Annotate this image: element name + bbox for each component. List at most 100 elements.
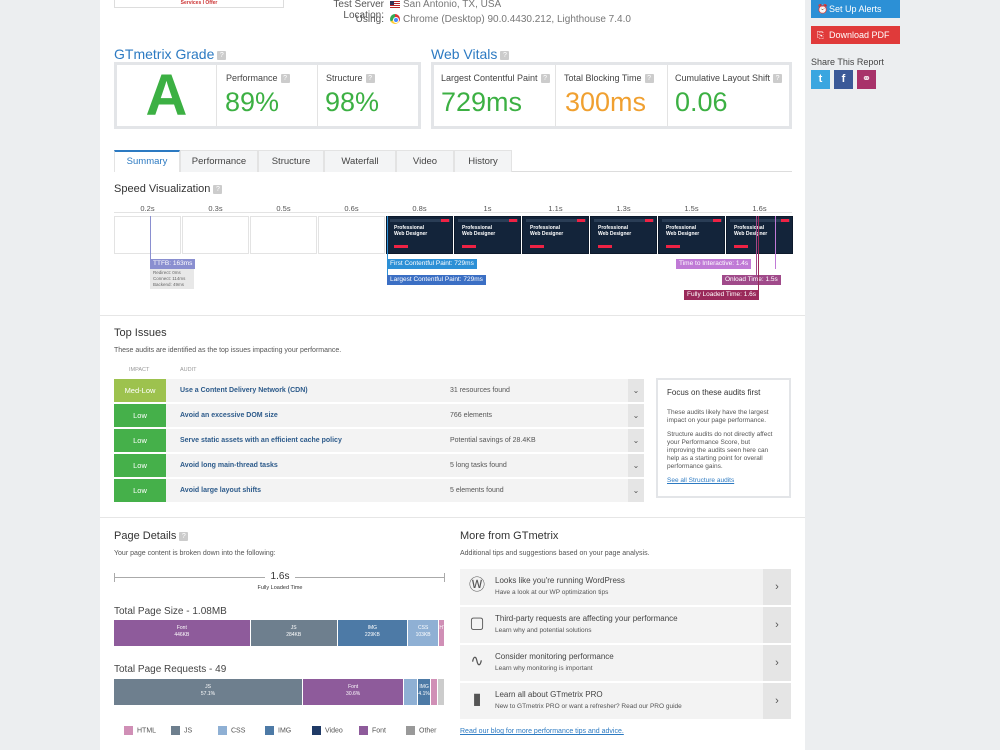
chevron-right-icon[interactable]: › — [763, 569, 791, 605]
speed-visualization-title-text: Speed Visualization — [114, 183, 211, 195]
help-icon[interactable]: ? — [365, 74, 375, 84]
frame-time-label: 1.3s — [616, 204, 631, 213]
main-panel: Services I Offer Test Server Location: S… — [100, 0, 805, 750]
gtmetrix-grade-title-text: GTmetrix Grade — [114, 46, 215, 62]
set-up-alerts-label: Set Up Alerts — [829, 4, 882, 14]
cls-label-text: Cumulative Layout Shift — [675, 73, 771, 83]
issue-row[interactable]: Low Avoid large layout shifts 5 elements f… — [114, 479, 644, 502]
more-item[interactable]: ∿ Consider monitoring performance Learn wh… — [460, 645, 791, 681]
filmstrip-frame[interactable]: Professional Web Designer — [726, 216, 793, 254]
location-label: Test Server Location: — [333, 0, 384, 21]
more-item[interactable]: Ⓦ Looks like you're running WordPress Have… — [460, 569, 791, 605]
legend-label: Font — [372, 727, 387, 735]
frame-hero-button — [734, 245, 748, 248]
frame-time-label: 0.8s — [412, 204, 427, 213]
filmstrip-frame[interactable]: Professional Web Designer — [454, 216, 521, 254]
fully-loaded-tag: Fully Loaded Time: 1.6s — [684, 290, 760, 300]
structure-audits-link[interactable]: See all Structure audits — [667, 477, 735, 484]
impact-badge: Med-Low — [114, 379, 166, 402]
structure-label: Structure? — [326, 73, 375, 84]
audit-name[interactable]: Avoid an excessive DOM size — [180, 412, 278, 419]
chevron-down-icon[interactable]: ⌄ — [628, 454, 644, 477]
issue-row[interactable]: Low Avoid an excessive DOM size 766 elemen… — [114, 404, 644, 427]
issue-row[interactable]: Med-Low Use a Content Delivery Network (C… — [114, 379, 644, 402]
frame-hero-line-1: Professional — [462, 225, 493, 231]
audit-result: 5 elements found — [450, 487, 504, 494]
audit-name[interactable]: Avoid large layout shifts — [180, 487, 262, 494]
help-icon[interactable]: ? — [179, 531, 189, 541]
help-icon[interactable]: ? — [280, 74, 290, 84]
ttfb-marker-line — [150, 216, 151, 262]
chevron-down-icon[interactable]: ⌄ — [628, 479, 644, 502]
book-icon: ▮ — [472, 691, 482, 708]
help-icon[interactable]: ? — [773, 74, 783, 84]
tab-waterfall[interactable]: Waterfall — [324, 150, 396, 172]
lcp-label: Largest Contentful Paint? — [441, 73, 550, 84]
third-party-icon: ▢ — [469, 615, 485, 632]
help-icon[interactable]: ? — [217, 50, 227, 60]
frame-hero-line-1: Professional — [530, 225, 561, 231]
chevron-down-icon[interactable]: ⌄ — [628, 429, 644, 452]
tab-video[interactable]: Video — [396, 150, 454, 172]
filmstrip-frame[interactable] — [114, 216, 181, 254]
ttfb-connect: Connect: 114ms — [153, 276, 186, 281]
more-item-subtitle: New to GTmetrix PRO or want a refresher?… — [495, 703, 682, 710]
download-pdf-button[interactable]: ⎘ Download PDF — [811, 26, 900, 44]
audit-result: 31 resources found — [450, 387, 510, 394]
frame-time-label: 0.2s — [140, 204, 155, 213]
frame-header-button — [509, 219, 517, 222]
filmstrip-frame[interactable] — [318, 216, 385, 254]
tbt-value: 300ms — [565, 87, 647, 117]
fully-loaded-marker-line — [758, 216, 759, 300]
timeline-axis — [114, 212, 792, 213]
filmstrip-frame[interactable] — [250, 216, 317, 254]
segment-value: 284KB — [286, 632, 302, 638]
chevron-right-icon[interactable]: › — [763, 645, 791, 681]
bar-segment: CSS 103KB — [407, 620, 439, 646]
help-icon[interactable]: ? — [644, 74, 654, 84]
help-icon[interactable]: ? — [540, 74, 550, 84]
performance-value: 89% — [225, 87, 280, 117]
share-title: Share This Report — [811, 57, 884, 67]
filmstrip-frame[interactable]: Professional Web Designer — [658, 216, 725, 254]
chevron-right-icon[interactable]: › — [763, 683, 791, 719]
filmstrip-frame[interactable]: Professional Web Designer — [590, 216, 657, 254]
audit-name[interactable]: Use a Content Delivery Network (CDN) — [180, 387, 308, 394]
chevron-down-icon[interactable]: ⌄ — [628, 379, 644, 402]
chevron-right-icon[interactable]: › — [763, 607, 791, 643]
more-item[interactable]: ▢ Third-party requests are affecting your… — [460, 607, 791, 643]
web-vitals-title-text: Web Vitals — [431, 46, 498, 62]
issue-row[interactable]: Low Avoid long main-thread tasks 5 long ta… — [114, 454, 644, 477]
bar-segment: HTML — [439, 620, 453, 646]
section-divider — [100, 315, 805, 316]
filmstrip-frame[interactable] — [182, 216, 249, 254]
chevron-down-icon[interactable]: ⌄ — [628, 404, 644, 427]
tab-history[interactable]: History — [454, 150, 512, 172]
legend-item: Other — [406, 726, 437, 735]
blog-link[interactable]: Read our blog for more performance tips … — [460, 728, 624, 735]
alarm-icon: ⏰ — [817, 4, 829, 14]
frame-hero-line-2: Web Designer — [734, 231, 768, 237]
audit-name[interactable]: Avoid long main-thread tasks — [180, 462, 278, 469]
legend-item: CSS — [218, 726, 245, 735]
set-up-alerts-button[interactable]: ⏰ Set Up Alerts — [811, 0, 900, 18]
more-item-subtitle: Learn why monitoring is important — [495, 665, 593, 672]
issue-row[interactable]: Low Serve static assets with an efficient… — [114, 429, 644, 452]
filmstrip-frame[interactable]: Professional Web Designer — [522, 216, 589, 254]
legend-item: IMG — [265, 726, 291, 735]
audit-name[interactable]: Serve static assets with an efficient ca… — [180, 437, 342, 444]
tab-structure[interactable]: Structure — [258, 150, 324, 172]
facebook-icon[interactable]: f — [834, 70, 853, 89]
frame-hero-text: Professional Web Designer — [734, 225, 767, 237]
help-icon[interactable]: ? — [213, 184, 223, 194]
link-icon[interactable]: ⚭ — [857, 70, 876, 89]
tab-summary[interactable]: Summary — [114, 150, 180, 172]
help-icon[interactable]: ? — [500, 50, 510, 60]
legend-label: JS — [184, 727, 193, 735]
tab-performance[interactable]: Performance — [180, 150, 258, 172]
page-size-bar: Font 446KB JS 284KB IMG 229KB CSS 103KB HTML — [114, 620, 453, 646]
more-item[interactable]: ▮ Learn all about GTmetrix PRO New to GTme… — [460, 683, 791, 719]
twitter-icon[interactable]: t — [811, 70, 830, 89]
audit-result: 766 elements — [450, 412, 493, 419]
filmstrip-frame[interactable]: Professional Web Designer — [386, 216, 453, 254]
